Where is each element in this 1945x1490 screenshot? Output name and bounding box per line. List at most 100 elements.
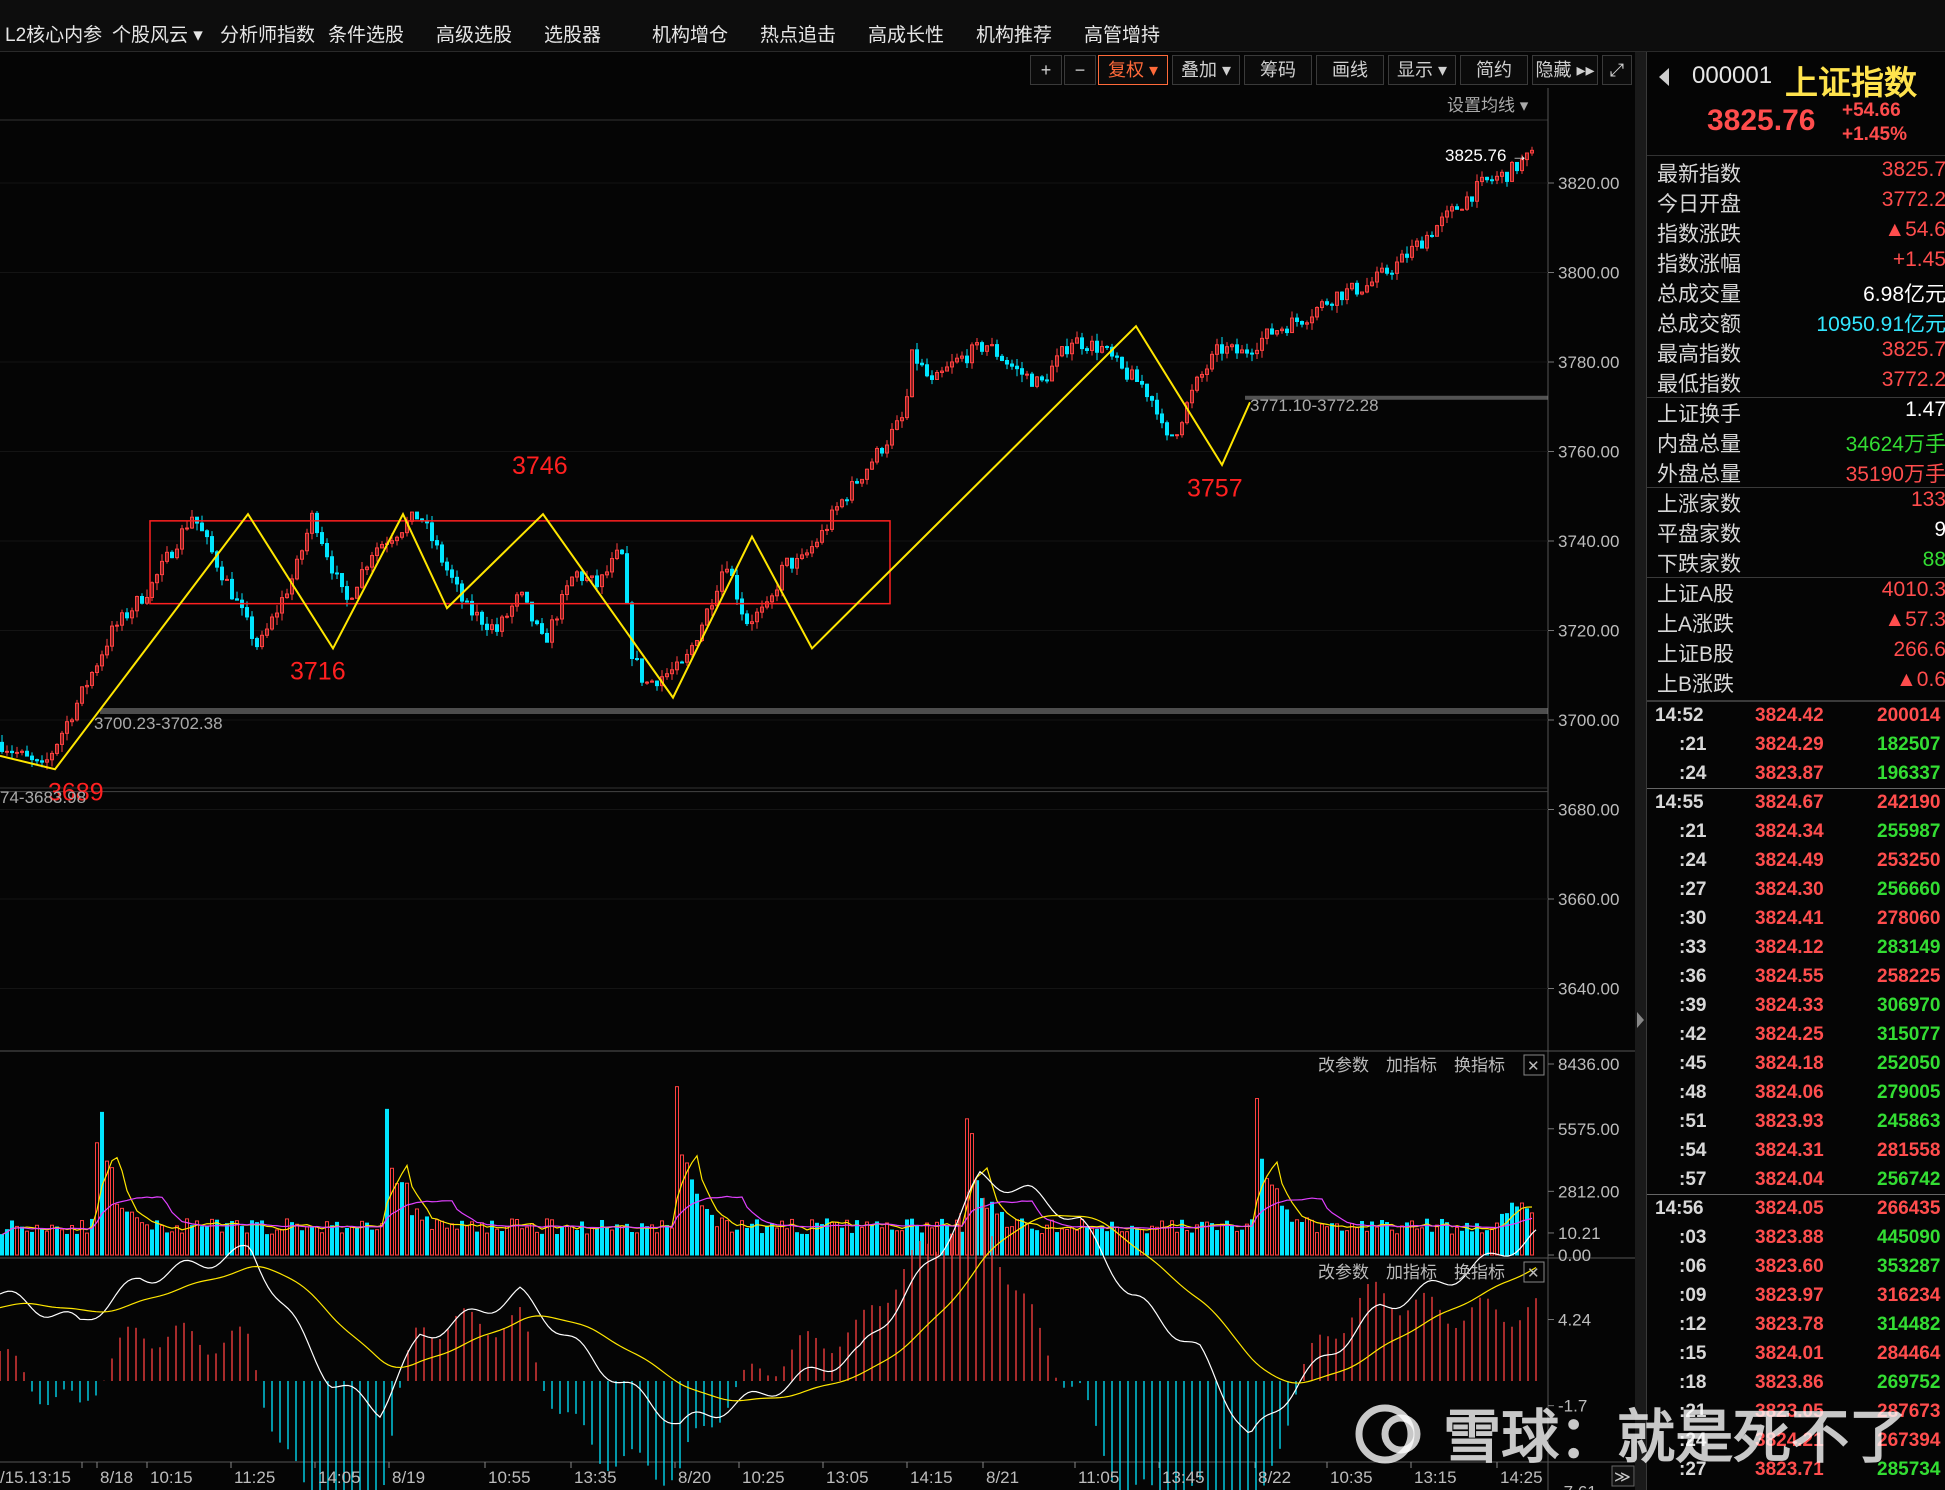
menu-item-4[interactable]: 高级选股 — [436, 25, 513, 46]
menu-item-7[interactable]: 热点追击 — [760, 25, 837, 46]
tick-row[interactable]: :15 3824.01 284464 — [1647, 1340, 1945, 1369]
tick-row[interactable]: :24 3824.21 267394 — [1647, 1427, 1945, 1456]
candle-body — [900, 417, 904, 422]
tick-row[interactable]: :18 3823.86 269752 — [1647, 1369, 1945, 1398]
tick-row[interactable]: :48 3824.06 279005 — [1647, 1079, 1945, 1108]
candle-body — [1340, 291, 1344, 301]
volume-bar — [185, 1218, 189, 1256]
draw-line-button[interactable]: 画线 — [1316, 55, 1384, 85]
back-arrow-icon[interactable] — [1657, 66, 1671, 88]
volume-bar — [500, 1231, 504, 1256]
macd-switch-indicator-button[interactable]: 换指标 — [1454, 1263, 1505, 1282]
candle-body — [15, 751, 19, 754]
candle-body — [1415, 240, 1419, 247]
tick-row[interactable]: :27 3823.71 285734 — [1647, 1456, 1945, 1485]
tick-row[interactable]: :36 3824.55 258225 — [1647, 963, 1945, 992]
candle-body — [1040, 376, 1044, 381]
scroll-right-box — [1611, 1465, 1635, 1487]
kline-chart-area[interactable]: 3820.00 3800.00 3780.00 3760.00 3740.00 3720.… — [0, 88, 1635, 1490]
price-axis-label: 3660.00 — [1558, 890, 1619, 909]
volume-bar — [1225, 1220, 1229, 1256]
macd-edit-params-button[interactable]: 改参数 — [1318, 1263, 1369, 1282]
chips-button[interactable]: 筹码 — [1244, 55, 1312, 85]
macd-close-icon[interactable]: ✕ — [1527, 1265, 1540, 1282]
quote-value: ▲57.3 — [1884, 608, 1945, 631]
tick-row[interactable]: :39 3824.33 306970 — [1647, 992, 1945, 1021]
vol-add-indicator-button[interactable]: 加指标 — [1386, 1056, 1437, 1075]
chart-svg[interactable]: 3820.00 3800.00 3780.00 3760.00 3740.00 3720.… — [0, 88, 1635, 1490]
tick-time: :27 — [1679, 879, 1707, 900]
tick-row[interactable]: 14:55 3824.67 242190 — [1647, 789, 1945, 818]
tick-price: 3823.60 — [1755, 1256, 1824, 1277]
tick-row[interactable]: :33 3824.12 283149 — [1647, 934, 1945, 963]
candle-body — [685, 653, 689, 663]
vol-switch-indicator-button[interactable]: 换指标 — [1454, 1056, 1505, 1075]
volume-bar — [1350, 1223, 1354, 1256]
candle-body — [1105, 345, 1109, 348]
tick-row[interactable]: :21 3824.34 255987 — [1647, 818, 1945, 847]
tick-row[interactable]: :27 3824.30 256660 — [1647, 876, 1945, 905]
volume-bar — [930, 1227, 934, 1256]
vol-close-icon[interactable]: ✕ — [1527, 1058, 1540, 1075]
candle-body — [1375, 271, 1379, 283]
hide-button[interactable]: 隐藏 ▸▸ — [1532, 55, 1598, 85]
quote-value: ▲54.6 — [1884, 218, 1945, 241]
volume-bar — [160, 1224, 164, 1256]
menu-item-0[interactable]: L2核心内参 — [5, 25, 103, 46]
simple-button[interactable]: 简约 — [1460, 55, 1528, 85]
volume-bar — [1495, 1222, 1499, 1256]
tick-time: :39 — [1679, 995, 1707, 1016]
tick-volume: 267394 — [1877, 1430, 1941, 1451]
zoom-in-button[interactable]: + — [1030, 55, 1062, 85]
candle-body — [490, 624, 494, 630]
zoom-out-button[interactable]: − — [1064, 55, 1096, 85]
tick-row[interactable]: :21 3823.05 287673 — [1647, 1398, 1945, 1427]
menu-item-1[interactable]: 个股风云 ▾ — [112, 25, 203, 46]
tick-row[interactable]: :24 3824.49 253250 — [1647, 847, 1945, 876]
tick-row[interactable]: 14:52 3824.42 200014 — [1647, 702, 1945, 731]
tick-row[interactable]: :57 3824.04 256742 — [1647, 1166, 1945, 1195]
macd-add-indicator-button[interactable]: 加指标 — [1386, 1263, 1437, 1282]
tick-row[interactable]: :30 3824.41 278060 — [1647, 905, 1945, 934]
volume-bar — [385, 1108, 389, 1256]
overlay-button[interactable]: 叠加 ▾ — [1172, 55, 1240, 85]
vol-edit-params-button[interactable]: 改参数 — [1318, 1056, 1369, 1075]
candle-body — [1090, 340, 1094, 351]
tick-row[interactable]: :24 3823.87 196337 — [1647, 760, 1945, 789]
menu-item-6[interactable]: 机构增仓 — [652, 25, 729, 46]
menu-item-2[interactable]: 分析师指数 — [220, 25, 316, 46]
tick-row[interactable]: :09 3823.97 316234 — [1647, 1282, 1945, 1311]
time-axis-label: 13:45 — [1162, 1468, 1205, 1487]
panel-splitter[interactable] — [1635, 52, 1646, 1490]
fullscreen-icon[interactable]: ⤢ — [1602, 55, 1632, 85]
candle-body — [1260, 337, 1264, 351]
stock-name: 上证指数 — [1785, 64, 1917, 101]
tick-row[interactable]: :51 3823.93 245863 — [1647, 1108, 1945, 1137]
volume-bar — [1135, 1228, 1139, 1256]
menu-item-10[interactable]: 高管增持 — [1084, 25, 1161, 46]
menu-item-8[interactable]: 高成长性 — [868, 25, 945, 46]
tick-row[interactable]: :42 3824.25 315077 — [1647, 1021, 1945, 1050]
tick-row[interactable]: :06 3823.60 353287 — [1647, 1253, 1945, 1282]
candle-body — [1160, 413, 1164, 424]
tick-row[interactable]: 14:56 3824.05 266435 — [1647, 1195, 1945, 1224]
volume-bar — [1050, 1219, 1054, 1256]
tick-row[interactable]: :12 3823.78 314482 — [1647, 1311, 1945, 1340]
tick-row[interactable]: :21 3824.29 182507 — [1647, 731, 1945, 760]
volume-bar — [1150, 1225, 1154, 1256]
candle-body — [160, 560, 164, 576]
tick-row[interactable]: :03 3823.88 445090 — [1647, 1224, 1945, 1253]
range-label-2: 3771.10-3772.28 — [1250, 396, 1379, 415]
candle-body — [990, 344, 994, 347]
menu-item-5[interactable]: 选股器 — [544, 25, 602, 46]
candle-body — [840, 499, 844, 508]
tick-row[interactable]: :45 3824.18 252050 — [1647, 1050, 1945, 1079]
volume-bar — [350, 1226, 354, 1256]
watermark-text: 雪球：就是死不了 — [1443, 1405, 1908, 1470]
display-button[interactable]: 显示 ▾ — [1388, 55, 1456, 85]
menu-item-3[interactable]: 条件选股 — [328, 25, 405, 46]
fuquan-button[interactable]: 复权 ▾ — [1098, 55, 1168, 85]
menu-item-9[interactable]: 机构推荐 — [976, 25, 1053, 46]
candle-body — [465, 600, 469, 603]
tick-row[interactable]: :54 3824.31 281558 — [1647, 1137, 1945, 1166]
